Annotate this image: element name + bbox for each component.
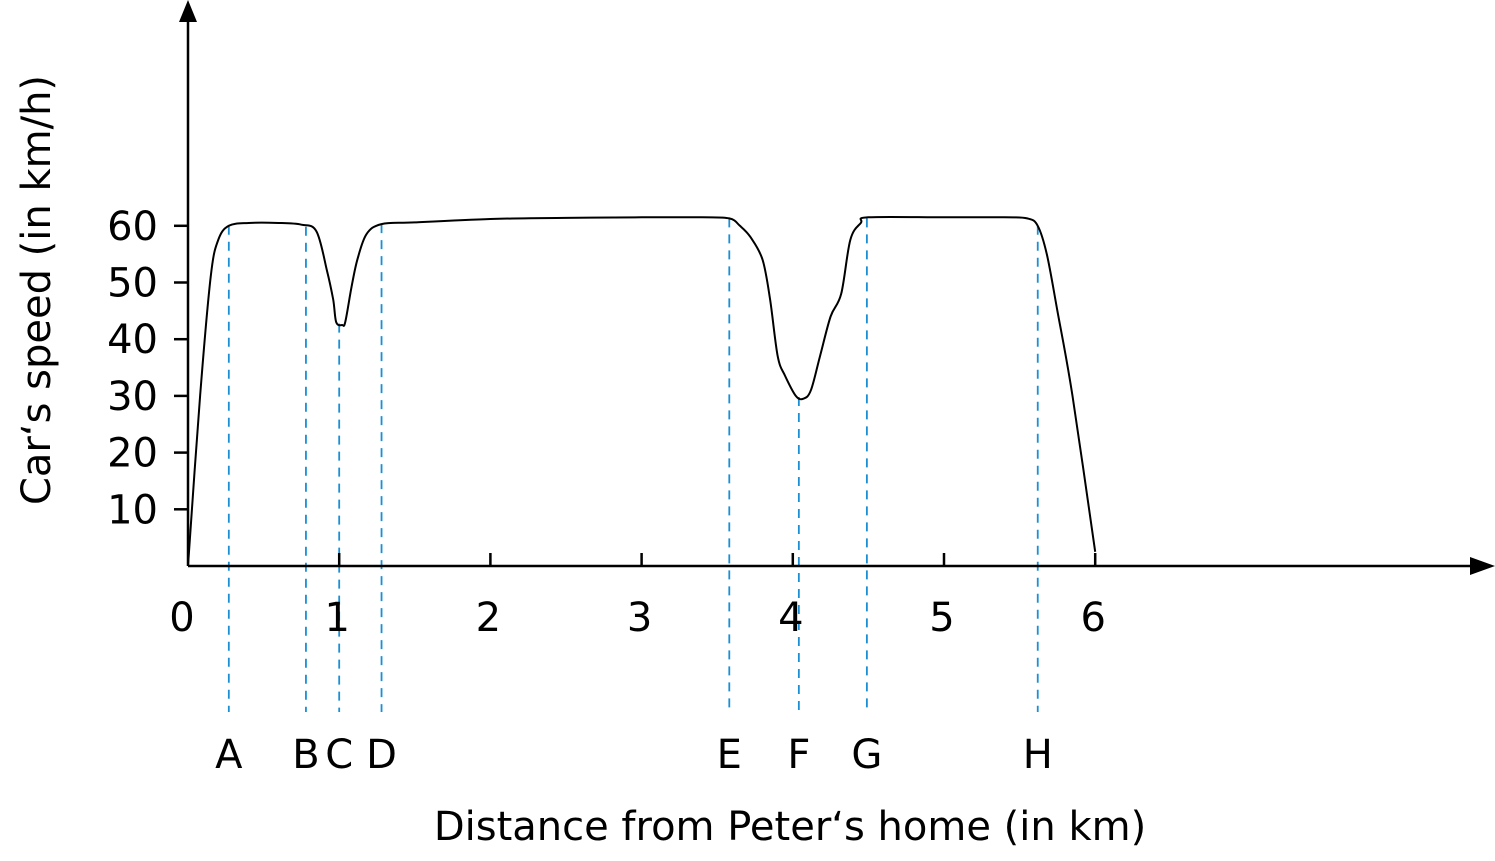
- y-tick-label: 40: [107, 317, 158, 363]
- marker-label-a: A: [215, 732, 243, 778]
- y-axis-arrow-icon: [179, 0, 197, 22]
- y-tick-label: 20: [107, 431, 158, 477]
- y-tick-label: 30: [107, 374, 158, 420]
- x-tick-label: 1: [324, 595, 349, 641]
- speed-series-line: [187, 215, 1097, 567]
- marker-label-f: F: [787, 732, 810, 778]
- y-tick-label: 50: [107, 261, 158, 307]
- x-tick-label: 0: [169, 595, 194, 641]
- y-axis-title: Car‘s speed (in km/h): [14, 75, 60, 505]
- marker-label-b: B: [292, 732, 319, 778]
- x-tick-label: 6: [1080, 595, 1105, 641]
- x-tick-label: 2: [476, 595, 501, 641]
- marker-label-d: D: [366, 732, 397, 778]
- axes: [179, 0, 1495, 575]
- marker-label-e: E: [717, 732, 742, 778]
- axis-ticks: 0 1 2 3 4 5 6 10 20 30 40 50 60: [107, 204, 1106, 641]
- y-tick-label: 10: [107, 487, 158, 533]
- x-tick-label: 3: [627, 595, 652, 641]
- x-tick-label: 5: [929, 595, 954, 641]
- y-tick-label: 60: [107, 204, 158, 250]
- x-tick-label: 4: [778, 595, 803, 641]
- x-axis-arrow-icon: [1470, 557, 1495, 575]
- marker-label-h: H: [1023, 732, 1053, 778]
- marker-label-c: C: [325, 732, 353, 778]
- x-axis-title: Distance from Peter‘s home (in km): [434, 804, 1146, 850]
- marker-label-g: G: [851, 732, 882, 778]
